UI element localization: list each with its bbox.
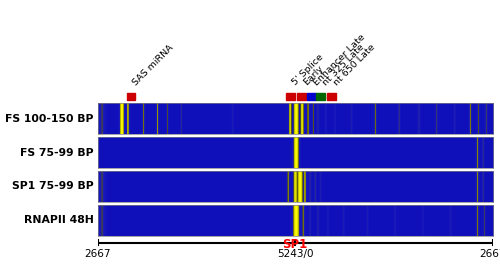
- Bar: [286, 93, 294, 100]
- Bar: [316, 93, 325, 100]
- Text: 5243/0: 5243/0: [277, 249, 313, 259]
- Text: Enhancer Late: Enhancer Late: [312, 32, 366, 87]
- Text: 2667: 2667: [480, 249, 500, 259]
- Bar: [328, 93, 336, 100]
- Bar: [307, 93, 316, 100]
- Text: 2667: 2667: [84, 249, 111, 259]
- Text: FS 100-150 BP: FS 100-150 BP: [5, 114, 94, 124]
- Bar: [297, 93, 306, 100]
- Bar: [126, 93, 136, 100]
- Text: 5' Splice: 5' Splice: [290, 53, 325, 87]
- Text: nt 650 Late: nt 650 Late: [332, 43, 376, 87]
- Text: SP1 75-99 BP: SP1 75-99 BP: [12, 181, 94, 192]
- Text: SAS miRNA: SAS miRNA: [131, 43, 176, 87]
- Text: SP1: SP1: [282, 238, 308, 251]
- Text: FS 75-99 BP: FS 75-99 BP: [20, 147, 94, 158]
- Text: RNAPII 48H: RNAPII 48H: [24, 215, 94, 225]
- Text: nt 325 Late: nt 325 Late: [320, 42, 366, 87]
- Text: Early: Early: [302, 64, 324, 87]
